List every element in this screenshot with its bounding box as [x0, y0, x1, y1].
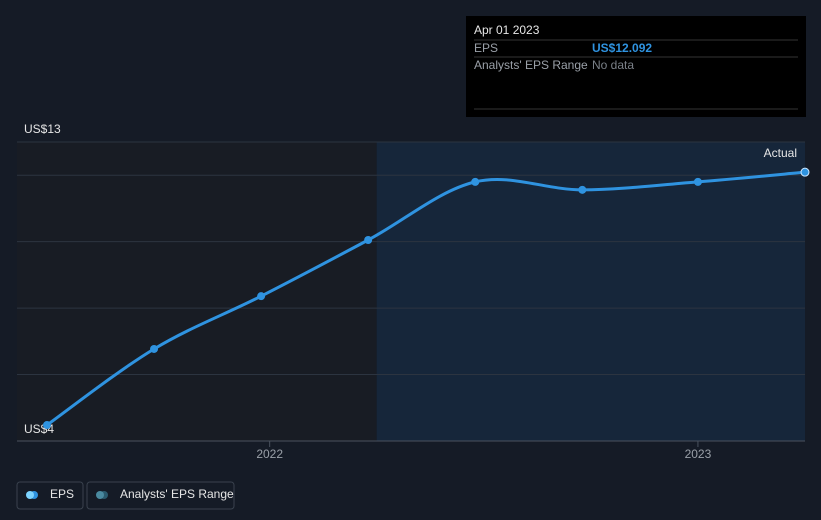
tooltip-value: US$12.092 — [592, 41, 652, 55]
point — [693, 177, 702, 186]
y-tick-label: US$13 — [24, 122, 61, 136]
point — [150, 344, 159, 353]
point — [257, 292, 266, 301]
legend-swatch — [26, 491, 34, 499]
legend-box — [86, 481, 235, 510]
line — [46, 170, 806, 427]
tooltip-key: EPS — [474, 41, 498, 55]
tooltip-value: No data — [592, 58, 634, 72]
x-tick-label: 2023 — [685, 447, 712, 461]
point — [364, 236, 373, 245]
point — [42, 421, 51, 430]
legend-item[interactable]: EPS — [16, 481, 84, 510]
point — [471, 177, 480, 186]
actual-region — [376, 142, 805, 441]
tooltip-date: Apr 01 2023 — [474, 23, 540, 37]
legend-box — [16, 481, 84, 510]
region-label: Actual — [764, 146, 797, 160]
legend-item[interactable]: Analysts' EPS Range — [86, 481, 235, 510]
past-region — [17, 142, 377, 441]
x-tick-label: 2022 — [256, 447, 283, 461]
legend-label: EPS — [50, 487, 74, 501]
point — [578, 185, 587, 194]
tooltip-key: Analysts' EPS Range — [474, 58, 588, 72]
legend-swatch — [96, 491, 104, 499]
tooltip — [466, 16, 806, 117]
point — [800, 167, 810, 177]
legend-label: Analysts' EPS Range — [120, 487, 234, 501]
